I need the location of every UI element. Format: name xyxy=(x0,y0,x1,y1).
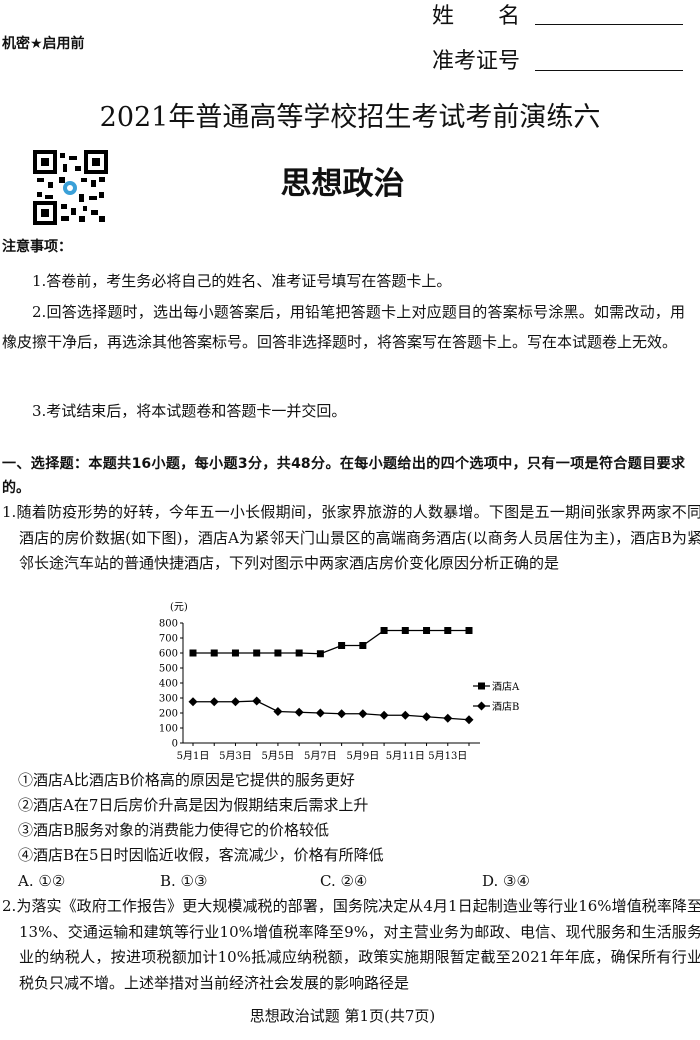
x-tick-label: 5月11日 xyxy=(386,750,425,762)
marker xyxy=(380,627,388,634)
y-tick-label: 700 xyxy=(159,634,178,645)
question-stem: 随着防疫形势的好转，今年五一小长假期间，张家界旅游的人数暴增。下图是五一期间张家… xyxy=(16,503,700,572)
name-line xyxy=(535,24,683,25)
y-tick-label: 100 xyxy=(159,724,178,735)
x-tick-label: 5月5日 xyxy=(262,750,295,762)
x-tick-label: 5月13日 xyxy=(428,750,467,762)
marker xyxy=(465,627,473,634)
y-tick-label: 0 xyxy=(172,739,178,750)
marker xyxy=(274,649,282,657)
confidential: 机密★启用前 xyxy=(2,36,85,52)
marker xyxy=(295,649,303,657)
note-item: 3.考试结束后，将本试题卷和答题卡一并交回。 xyxy=(32,402,347,420)
x-tick-label: 5月7日 xyxy=(304,750,337,762)
marker xyxy=(230,697,240,707)
option: A. ①② xyxy=(18,872,66,890)
statement: ④酒店B在5日时因临近收假，客流减少，价格有所降低 xyxy=(18,846,384,864)
question-number: 2. xyxy=(2,897,17,915)
x-tick-label: 5月3日 xyxy=(219,750,252,762)
marker xyxy=(252,696,262,706)
statement: ①酒店A比酒店B价格高的原因是它提供的服务更好 xyxy=(18,771,355,789)
y-tick-label: 500 xyxy=(159,664,178,675)
marker xyxy=(210,649,218,657)
marker xyxy=(273,707,283,716)
qr-code xyxy=(33,150,108,225)
marker xyxy=(444,627,452,634)
option: D. ③④ xyxy=(482,872,530,890)
subject-title: 思想政治 xyxy=(280,166,405,202)
chart: (元) 0 100 200 300 400 500 600 700 800 5月1日 5月3日 5月5… xyxy=(159,602,520,762)
y-tick-label: 200 xyxy=(159,709,178,720)
exam-title: 2021年普通高等学校招生考试考前演练六 xyxy=(99,102,601,133)
marker xyxy=(401,627,409,634)
marker xyxy=(231,649,239,657)
marker xyxy=(188,697,198,707)
marker xyxy=(379,710,389,720)
y-tick-label: 600 xyxy=(159,649,178,660)
option: B. ①③ xyxy=(160,872,208,890)
y-tick-label: 800 xyxy=(159,619,178,630)
marker xyxy=(316,650,324,658)
question: 2.为落实《政府工作报告》更大规模减税的部署，国务院决定从4月1日起制造业等行业… xyxy=(2,894,700,996)
y-axis-label: (元) xyxy=(170,602,188,613)
statement: ③酒店B服务对象的消费能力使得它的价格较低 xyxy=(18,821,330,839)
marker xyxy=(443,713,453,723)
y-tick-label: 400 xyxy=(159,679,178,690)
marker xyxy=(253,649,261,657)
name-label: 姓 名 xyxy=(432,4,521,29)
y-tick-label: 300 xyxy=(159,694,178,705)
question-stem: 为落实《政府工作报告》更大规模减税的部署，国务院决定从4月1日起制造业等行业16… xyxy=(16,897,700,992)
notes-heading: 注意事项： xyxy=(2,239,72,255)
marker xyxy=(422,712,432,722)
page-footer: 思想政治试题 第1页(共7页) xyxy=(249,1007,436,1025)
marker xyxy=(400,710,410,720)
marker xyxy=(359,642,367,649)
marker xyxy=(315,708,325,718)
x-tick-label: 5月9日 xyxy=(346,750,379,762)
marker xyxy=(358,709,368,719)
x-tick-label: 5月1日 xyxy=(177,750,210,762)
id-line xyxy=(535,70,683,71)
section-heading: 一、选择题：本题共16小题，每小题3分，共48分。在每小题给出的四个选项中，只有… xyxy=(2,456,685,496)
legend-label: 酒店B xyxy=(492,700,519,713)
note-item: 2.回答选择题时，选出每小题答案后，用铅笔把答题卡上对应题目的答案标号涂黑。如需… xyxy=(2,303,685,351)
marker xyxy=(423,627,431,634)
marker xyxy=(337,709,347,719)
option: C. ②④ xyxy=(320,872,368,890)
legend-label: 酒店A xyxy=(492,680,520,693)
question-number: 1. xyxy=(2,503,17,521)
marker xyxy=(464,715,474,725)
marker xyxy=(294,707,304,717)
statement: ②酒店A在7日后房价升高是因为假期结束后需求上升 xyxy=(18,796,369,814)
marker xyxy=(209,697,219,707)
marker xyxy=(189,649,197,657)
note-item: 1.答卷前，考生务必将自己的姓名、准考证号填写在答题卡上。 xyxy=(32,272,452,290)
question: 1.随着防疫形势的好转，今年五一小长假期间，张家界旅游的人数暴增。下图是五一期间… xyxy=(2,500,700,577)
marker xyxy=(477,701,486,711)
marker xyxy=(478,682,485,690)
id-label: 准考证号 xyxy=(432,49,521,74)
series-line xyxy=(193,629,469,655)
marker xyxy=(338,642,346,649)
